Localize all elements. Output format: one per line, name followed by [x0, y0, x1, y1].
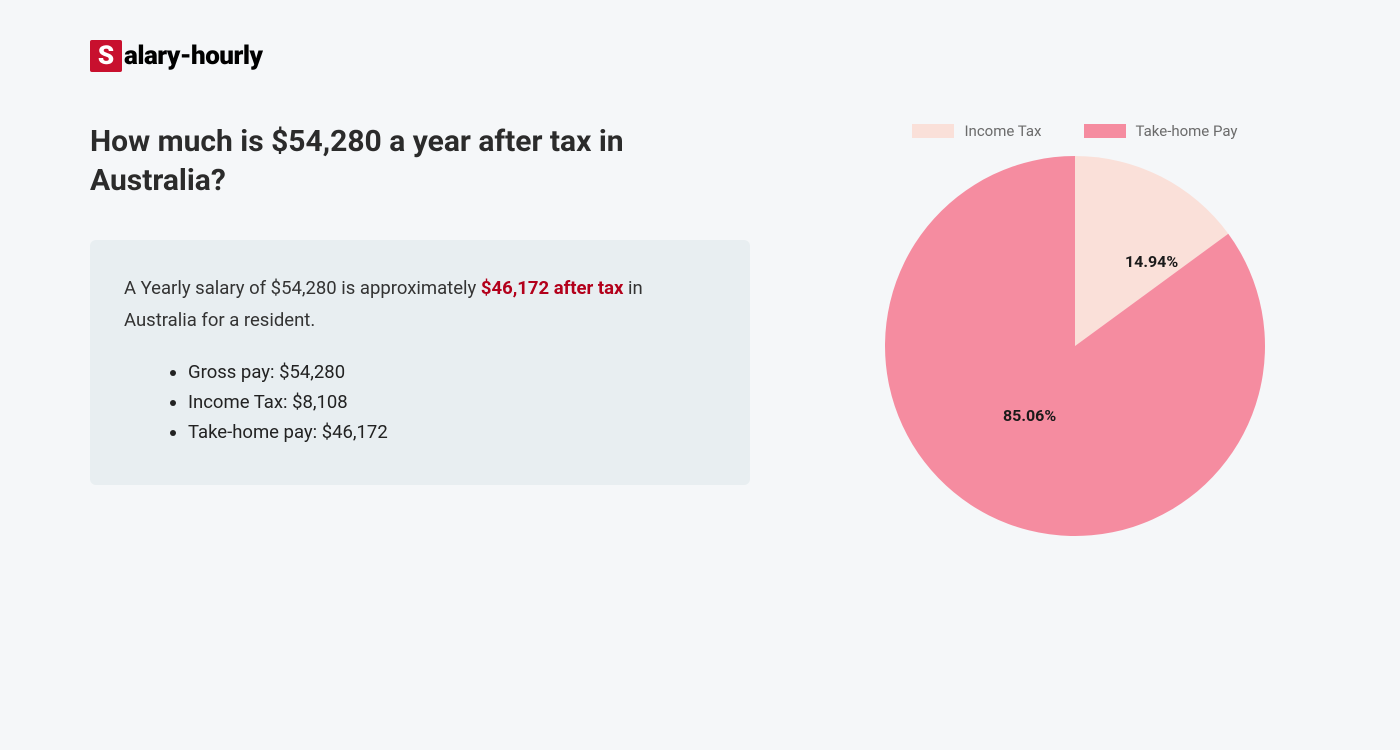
pie-slice-label: 14.94%: [1125, 252, 1178, 271]
legend-swatch: [1084, 124, 1126, 138]
list-item: Income Tax: $8,108: [188, 391, 716, 413]
breakdown-list: Gross pay: $54,280 Income Tax: $8,108 Ta…: [124, 361, 716, 443]
logo-badge: S: [90, 40, 122, 72]
legend-item-take-home: Take-home Pay: [1084, 122, 1238, 140]
legend-item-income-tax: Income Tax: [912, 122, 1041, 140]
legend-label: Income Tax: [964, 122, 1041, 140]
site-logo: S alary-hourly: [90, 40, 1310, 72]
chart-legend: Income Tax Take-home Pay: [840, 122, 1310, 140]
summary-prefix: A Yearly salary of $54,280 is approximat…: [124, 277, 481, 299]
pie-chart: 14.94% 85.06%: [885, 156, 1265, 536]
page-heading: How much is $54,280 a year after tax in …: [90, 122, 750, 200]
summary-box: A Yearly salary of $54,280 is approximat…: [90, 240, 750, 485]
summary-text: A Yearly salary of $54,280 is approximat…: [124, 272, 716, 337]
logo-text: alary-hourly: [124, 41, 262, 71]
legend-swatch: [912, 124, 954, 138]
pie-slice-label: 85.06%: [1003, 406, 1056, 425]
legend-label: Take-home Pay: [1136, 122, 1238, 140]
summary-highlight: $46,172 after tax: [481, 277, 624, 299]
list-item: Gross pay: $54,280: [188, 361, 716, 383]
pie-svg: [885, 156, 1265, 536]
list-item: Take-home pay: $46,172: [188, 421, 716, 443]
